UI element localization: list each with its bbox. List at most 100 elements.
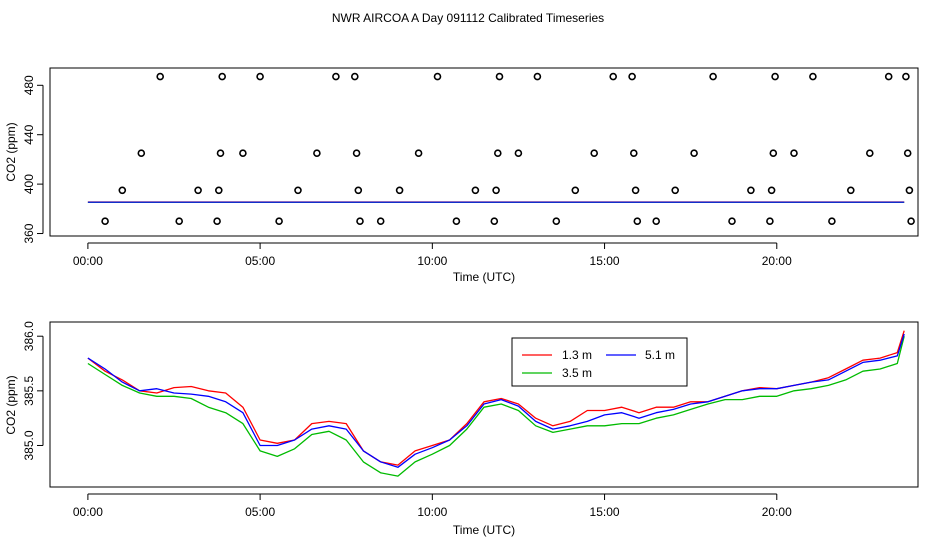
calibration-point xyxy=(846,186,855,195)
calibration-point xyxy=(907,217,915,225)
calibration-point xyxy=(771,72,779,81)
calibration-point xyxy=(552,217,561,225)
calibration-point xyxy=(275,217,283,225)
calibration-point xyxy=(395,186,404,195)
calibration-point xyxy=(514,149,523,157)
top-y-axis: 360 400 440 480 xyxy=(22,75,44,244)
calibration-point xyxy=(101,217,109,225)
bottom-x-tick-label: 20:00 xyxy=(762,505,792,519)
top-y-tick-label: 360 xyxy=(22,223,36,243)
bottom-y-tick-label: 385.0 xyxy=(22,430,36,460)
calibration-point xyxy=(137,149,146,157)
calibration-point xyxy=(902,72,910,81)
bottom-x-axis-label: Time (UTC) xyxy=(453,523,515,537)
calibration-point xyxy=(452,217,461,225)
calibration-point xyxy=(354,186,363,195)
legend: 1.3 m 5.1 m 3.5 m xyxy=(511,337,688,387)
calibration-point xyxy=(709,72,717,81)
calibration-point xyxy=(828,217,836,225)
top-x-axis: 00:00 05:00 10:00 15:00 20:00 xyxy=(73,242,792,268)
top-x-tick-label: 10:00 xyxy=(417,254,447,268)
top-x-tick-label: 00:00 xyxy=(73,254,103,268)
calibration-point xyxy=(609,72,618,81)
calibration-point xyxy=(766,217,774,225)
calibration-point xyxy=(490,217,499,225)
series-line-3-5-m xyxy=(87,336,905,477)
calibration-point xyxy=(790,149,798,157)
calibration-point xyxy=(769,149,778,157)
bottom-x-axis: 00:00 05:00 10:00 15:00 20:00 xyxy=(73,493,792,519)
calibration-point xyxy=(294,186,302,195)
calibration-point xyxy=(239,149,247,157)
calibration-point xyxy=(352,149,361,157)
calibration-point xyxy=(629,149,638,157)
legend-label-1-3m: 1.3 m xyxy=(562,348,592,362)
top-x-tick-label: 05:00 xyxy=(245,254,275,268)
top-y-tick-label: 440 xyxy=(22,124,36,144)
calibration-point xyxy=(492,186,500,195)
calibration-point xyxy=(671,186,680,195)
bottom-x-tick-label: 05:00 xyxy=(245,505,275,519)
calibration-point xyxy=(809,72,817,81)
bottom-co2-series xyxy=(87,330,905,477)
calibration-point xyxy=(628,72,636,81)
calibration-point xyxy=(313,149,321,157)
calibration-point xyxy=(590,149,599,157)
calibration-point xyxy=(194,186,202,195)
calibration-point xyxy=(215,186,223,195)
series-line-1-3-m xyxy=(87,330,905,466)
calibration-point xyxy=(218,72,226,81)
calibration-point xyxy=(533,72,542,81)
calibration-point xyxy=(903,149,912,157)
top-x-tick-label: 15:00 xyxy=(590,254,620,268)
legend-label-3-5m: 3.5 m xyxy=(562,366,592,380)
bottom-x-tick-label: 15:00 xyxy=(590,505,620,519)
calibration-point xyxy=(865,149,874,157)
calibration-point xyxy=(471,186,480,195)
calibration-point xyxy=(690,149,698,157)
figure-title: NWR AIRCOA A Day 091112 Calibrated Times… xyxy=(332,11,604,25)
top-x-tick-label: 20:00 xyxy=(762,254,792,268)
top-y-tick-label: 400 xyxy=(22,174,36,194)
calibration-point xyxy=(495,72,504,81)
bottom-y-axis-label: CO2 (ppm) xyxy=(4,375,18,434)
top-y-tick-label: 480 xyxy=(22,75,36,95)
calibration-point xyxy=(216,149,225,157)
calibration-point xyxy=(633,217,642,225)
bottom-x-tick-label: 00:00 xyxy=(73,505,103,519)
calibration-point xyxy=(747,186,755,195)
calibration-point xyxy=(332,72,340,81)
top-x-axis-label: Time (UTC) xyxy=(453,270,515,284)
calibration-point xyxy=(631,186,640,195)
calibration-point xyxy=(356,217,364,225)
legend-box xyxy=(511,337,688,387)
legend-label-5-1m: 5.1 m xyxy=(645,348,675,362)
calibration-point xyxy=(767,186,776,195)
top-calibration-points xyxy=(101,72,915,225)
calibration-point xyxy=(156,72,164,81)
bottom-y-tick-label: 386.0 xyxy=(22,321,36,351)
calibration-point xyxy=(414,149,423,157)
calibration-point xyxy=(118,186,127,195)
calibration-point xyxy=(905,186,914,195)
top-y-axis-label: CO2 (ppm) xyxy=(4,122,18,181)
calibration-point xyxy=(433,72,442,81)
bottom-y-axis: 385.0 385.5 386.0 xyxy=(22,321,44,460)
calibration-point xyxy=(884,72,893,81)
calibration-point xyxy=(376,217,385,225)
calibration-point xyxy=(175,217,183,225)
calibration-point xyxy=(652,217,661,225)
calibration-point xyxy=(728,217,736,225)
calibration-point xyxy=(213,217,221,225)
series-line-5-1-m xyxy=(87,333,905,468)
calibration-point xyxy=(571,186,580,195)
bottom-y-tick-label: 385.5 xyxy=(22,376,36,406)
bottom-panel: 00:00 05:00 10:00 15:00 20:00 385.0 385.5 386.… xyxy=(4,321,919,537)
calibration-point xyxy=(256,72,264,81)
bottom-plot-frame xyxy=(49,321,919,488)
bottom-x-tick-label: 10:00 xyxy=(417,505,447,519)
calibration-point xyxy=(493,149,502,157)
top-panel: 00:00 05:00 10:00 15:00 20:00 360 400 440 480 T… xyxy=(4,67,919,284)
calibration-point xyxy=(350,72,359,81)
